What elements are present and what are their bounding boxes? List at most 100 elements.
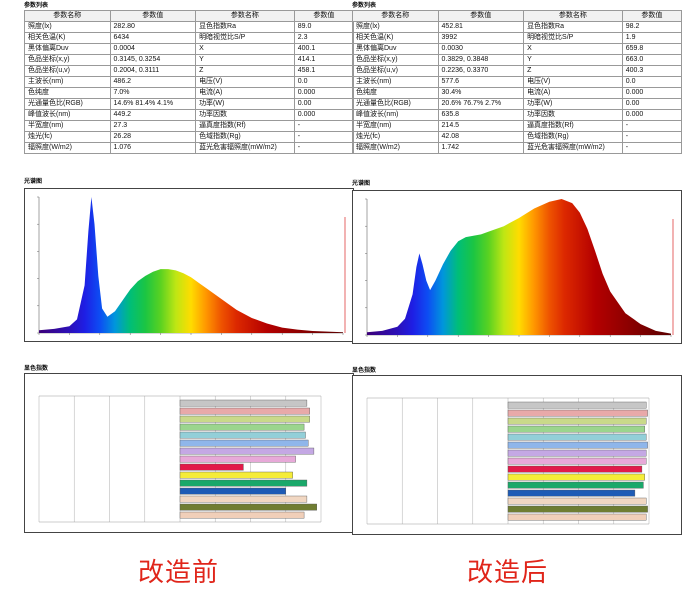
param-value-cell: 452.81 xyxy=(437,21,525,33)
param-value-cell: 0.000 xyxy=(293,109,355,121)
parameter-table: 参数名称 参数值 参数名称 参数值 照度(lx) 452.81 显色指数Ra 98.2… xyxy=(352,10,683,154)
param-value-cell: 400.1 xyxy=(293,43,355,55)
param-name-cell: 功率(W) xyxy=(523,98,623,110)
table-row: 烛光(fc) 26.28 色域指数(Rg) - xyxy=(24,131,355,143)
param-name-cell: 辐照度(W/m2) xyxy=(24,142,111,154)
param-value-cell: 282.80 xyxy=(109,21,197,33)
param-name-cell: 色域指数(Rg) xyxy=(523,131,623,143)
param-value-cell: - xyxy=(621,142,683,154)
cri-bar xyxy=(179,487,287,495)
param-value-cell: 635.8 xyxy=(437,109,525,121)
spectrum-chart-before xyxy=(24,188,354,342)
cri-bar xyxy=(179,423,305,431)
table-row: 辐照度(W/m2) 1.076 蓝光危害辐照度(mW/m2) - xyxy=(24,142,355,154)
param-name-cell: X xyxy=(523,43,623,55)
param-name-cell: 照度(lx) xyxy=(24,21,111,33)
param-name-cell: 功率因数 xyxy=(195,109,295,121)
header-param-name: 参数名称 xyxy=(523,10,623,22)
param-name-cell: 色品坐标(u,v) xyxy=(24,65,111,77)
param-name-cell: 明暗视觉比S/P xyxy=(523,32,623,44)
param-value-cell: 0.3145, 0.3254 xyxy=(109,54,197,66)
param-value-cell: 659.8 xyxy=(621,43,683,55)
param-value-cell: - xyxy=(293,142,355,154)
table-row: 半宽度(nm) 27.3 逼真度指数(Rf) - xyxy=(24,120,355,132)
cri-bar xyxy=(507,457,647,465)
header-param-value: 参数值 xyxy=(293,10,355,22)
cri-bar xyxy=(179,463,244,471)
cri-chart-after xyxy=(352,375,682,535)
param-value-cell: 42.08 xyxy=(437,131,525,143)
cri-bar xyxy=(507,497,647,505)
param-name-cell: Z xyxy=(195,65,295,77)
spectrum-title: 光谱图 xyxy=(352,181,371,187)
param-value-cell: 0.00 xyxy=(293,98,355,110)
table-row: 色纯度 30.4% 电流(A) 0.000 xyxy=(352,87,683,99)
cri-chart-before xyxy=(24,373,354,533)
param-value-cell: 400.3 xyxy=(621,65,683,77)
param-value-cell: 0.0 xyxy=(293,76,355,88)
param-value-cell: 0.000 xyxy=(293,87,355,99)
param-value-cell: 26.28 xyxy=(109,131,197,143)
cri-bar xyxy=(507,417,647,425)
param-name-cell: 半宽度(nm) xyxy=(24,120,111,132)
header-param-name: 参数名称 xyxy=(352,10,439,22)
param-value-cell: 6434 xyxy=(109,32,197,44)
param-value-cell: 214.5 xyxy=(437,120,525,132)
cri-bar xyxy=(507,433,647,441)
param-value-cell: - xyxy=(621,131,683,143)
param-name-cell: 相关色温(K) xyxy=(352,32,439,44)
cri-bar xyxy=(507,513,647,521)
param-value-cell: 1.9 xyxy=(621,32,683,44)
table-row: 色品坐标(x,y) 0.3145, 0.3254 Y 414.1 xyxy=(24,54,355,66)
param-value-cell: 577.6 xyxy=(437,76,525,88)
param-name-cell: 黑体偏离Duv xyxy=(352,43,439,55)
param-name-cell: 电压(V) xyxy=(523,76,623,88)
param-name-cell: 光通量色比(RGB) xyxy=(24,98,111,110)
table-row: 烛光(fc) 42.08 色域指数(Rg) - xyxy=(352,131,683,143)
param-value-cell: 663.0 xyxy=(621,54,683,66)
param-name-cell: 蓝光危害辐照度(mW/m2) xyxy=(523,142,623,154)
param-value-cell: 30.4% xyxy=(437,87,525,99)
param-name-cell: 色品坐标(x,y) xyxy=(352,54,439,66)
param-name-cell: 电流(A) xyxy=(523,87,623,99)
param-value-cell: 0.3829, 0.3848 xyxy=(437,54,525,66)
param-name-cell: 主波长(nm) xyxy=(24,76,111,88)
cri-bar xyxy=(507,425,646,433)
param-name-cell: Z xyxy=(523,65,623,77)
param-name-cell: 峰值波长(nm) xyxy=(352,109,439,121)
param-name-cell: 功率(W) xyxy=(195,98,295,110)
param-value-cell: 1.742 xyxy=(437,142,525,154)
param-name-cell: 烛光(fc) xyxy=(352,131,439,143)
table-title: 参数列表 xyxy=(352,3,377,9)
param-value-cell: 0.0004 xyxy=(109,43,197,55)
param-value-cell: 27.3 xyxy=(109,120,197,132)
param-value-cell: 3992 xyxy=(437,32,525,44)
param-name-cell: 电压(V) xyxy=(195,76,295,88)
param-value-cell: - xyxy=(293,131,355,143)
spectrum-series xyxy=(39,197,343,333)
caption-after: 改造后 xyxy=(467,558,549,588)
param-name-cell: X xyxy=(195,43,295,55)
table-row: 黑体偏离Duv 0.0004 X 400.1 xyxy=(24,43,355,55)
param-name-cell: Y xyxy=(195,54,295,66)
table-row: 色品坐标(u,v) 0.2004, 0.3111 Z 458.1 xyxy=(24,65,355,77)
cri-bar xyxy=(507,489,636,497)
cri-bar xyxy=(179,431,306,439)
table-row: 峰值波长(nm) 635.8 功率因数 0.000 xyxy=(352,109,683,121)
param-name-cell: 逼真度指数(Rf) xyxy=(195,120,295,132)
cri-bar xyxy=(179,471,294,479)
cri-bar xyxy=(179,439,309,447)
param-name-cell: 半宽度(nm) xyxy=(352,120,439,132)
table-row: 色品坐标(x,y) 0.3829, 0.3848 Y 663.0 xyxy=(352,54,683,66)
cri-bar xyxy=(179,479,308,487)
param-value-cell: 98.2 xyxy=(621,21,683,33)
param-name-cell: 烛光(fc) xyxy=(24,131,111,143)
table-row: 黑体偏离Duv 0.0030 X 659.8 xyxy=(352,43,683,55)
table-row: 峰值波长(nm) 449.2 功率因数 0.000 xyxy=(24,109,355,121)
cri-bar xyxy=(507,409,648,417)
table-row: 照度(lx) 282.80 显色指数Ra 89.0 xyxy=(24,21,355,33)
param-value-cell: 14.6% 81.4% 4.1% xyxy=(109,98,197,110)
param-value-cell: - xyxy=(621,120,683,132)
table-row: 色纯度 7.0% 电流(A) 0.000 xyxy=(24,87,355,99)
param-name-cell: 蓝光危害辐照度(mW/m2) xyxy=(195,142,295,154)
